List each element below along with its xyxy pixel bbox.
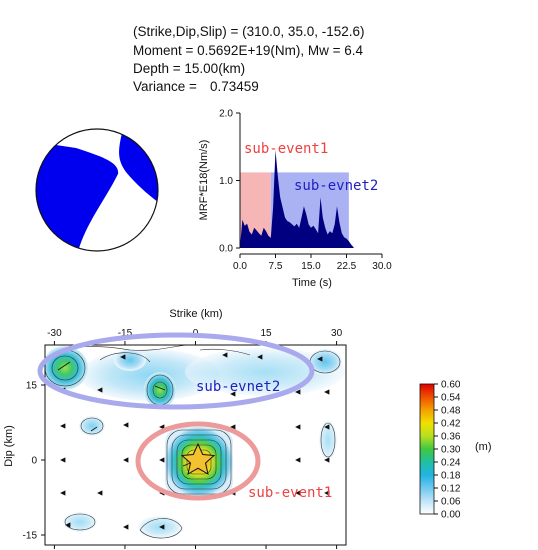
- mrf-y-tick-label: 0.0: [219, 244, 233, 255]
- focal-mechanism-beachball: [35, 128, 159, 252]
- colorbar-gradient: [419, 383, 435, 515]
- dip-axis-label: Dip (km): [3, 425, 15, 467]
- sub-event2-ellipse: [37, 332, 315, 410]
- slip-patch-west: [45, 346, 88, 390]
- dip-tick-label: 15: [26, 381, 38, 392]
- mrf-area: [240, 150, 354, 248]
- strike-tick-label: -30: [47, 328, 62, 339]
- mrf-axes: 0.0 7.5 15.0 22.5 30.0 0.0 1.0 2.0: [219, 109, 392, 273]
- colorbar-tick-label: 0.60: [441, 380, 461, 391]
- sub-event1-label: sub-event1: [244, 141, 328, 157]
- mrf-x-tick-label: 0.0: [233, 261, 247, 272]
- colorbar-tick-label: 0.06: [441, 497, 461, 508]
- mrf-y-axis-label: MRF*E18(Nm/s): [198, 140, 210, 221]
- colorbar-tick-label: 0.54: [441, 393, 461, 404]
- map-sub-event2-label: sub-evnet2: [196, 379, 280, 395]
- mrf-x-axis-label: Time (s): [292, 277, 332, 289]
- slip-colorbar: 0.60 0.54 0.48 0.42 0.36 0.30 0.24 0.18 0.12 0.06…: [419, 380, 492, 521]
- slip-patch-n1: [114, 349, 146, 371]
- dip-tick-label: 0: [31, 456, 37, 467]
- depth-text: Depth = 15.00(km): [133, 61, 245, 76]
- map-sub-event1-label: sub-event1: [248, 485, 332, 501]
- mechanism-parameters-text: (Strike,Dip,Slip) = (310.0, 35.0, -152.6…: [133, 24, 364, 39]
- variance-label: Variance =: [133, 79, 197, 94]
- colorbar-ticks: 0.60 0.54 0.48 0.42 0.36 0.30 0.24 0.18 0.12 0.06…: [434, 380, 461, 521]
- strike-tick-label: -15: [118, 328, 133, 339]
- slip-patch-mid-east: [319, 420, 337, 460]
- slip-patch-mid-west: [79, 416, 105, 436]
- mrf-x-tick-label: 22.5: [337, 261, 357, 272]
- sub-event2-label: sub-evnet2: [294, 178, 378, 194]
- hypocenter-star-icon: [180, 442, 216, 476]
- slip-patch-central: [144, 372, 176, 408]
- colorbar-tick-label: 0.48: [441, 406, 461, 417]
- colorbar-tick-label: 0.30: [441, 445, 461, 456]
- moment-text: Moment = 0.5692E+19(Nm), Mw = 6.4: [133, 43, 363, 58]
- mrf-x-tick-label: 30.0: [372, 261, 392, 272]
- slip-patch-deep-west: [63, 512, 97, 532]
- colorbar-tick-label: 0.36: [441, 432, 461, 443]
- mrf-x-tick-label: 15.0: [301, 261, 321, 272]
- mrf-y-tick-label: 1.0: [219, 176, 233, 187]
- mechanism-compression-quadrant-left: [36, 140, 119, 251]
- variance-value: 0.73459: [210, 79, 259, 94]
- mrf-chart: 0.0 7.5 15.0 22.5 30.0 0.0 1.0 2.0 sub-event1 s…: [198, 109, 392, 290]
- colorbar-tick-label: 0.12: [441, 484, 461, 495]
- sub-event1-ellipse: [135, 421, 261, 501]
- colorbar-tick-label: 0.24: [441, 458, 461, 469]
- strike-tick-label: 15: [260, 328, 272, 339]
- colorbar-tick-label: 0.18: [441, 471, 461, 482]
- strike-tick-label: 30: [331, 328, 343, 339]
- mrf-x-tick-label: 7.5: [269, 261, 283, 272]
- slip-patch-n2: [308, 349, 342, 375]
- mrf-y-tick-label: 2.0: [219, 109, 233, 120]
- colorbar-tick-label: 0.00: [441, 510, 461, 521]
- strike-axis-label: Strike (km): [169, 308, 222, 320]
- dip-tick-label: -15: [23, 531, 38, 542]
- colorbar-tick-label: 0.42: [441, 419, 461, 430]
- colorbar-unit: (m): [475, 441, 492, 453]
